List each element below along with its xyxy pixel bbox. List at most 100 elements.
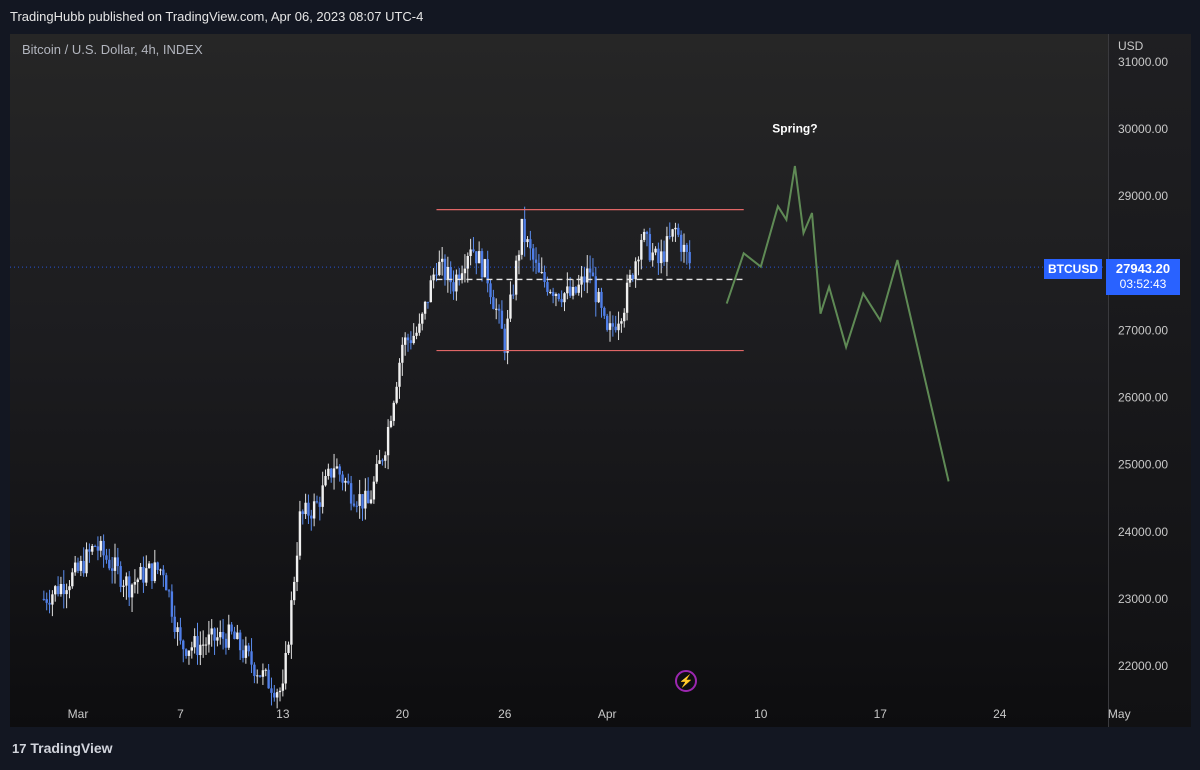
candle-body xyxy=(187,650,191,656)
candle-body xyxy=(82,560,85,574)
candle-body xyxy=(139,566,142,580)
candle-body xyxy=(147,563,151,569)
candle-body xyxy=(375,463,378,482)
candle-body xyxy=(68,586,71,591)
candle-body xyxy=(452,282,455,292)
candle-body xyxy=(443,258,447,280)
candle-body xyxy=(460,273,464,280)
candle-body xyxy=(588,268,592,273)
published-text: TradingHubb published on TradingView.com… xyxy=(10,9,424,24)
candle-body xyxy=(668,236,671,238)
candle-body xyxy=(182,640,185,650)
candle-body xyxy=(48,602,51,605)
candle-body xyxy=(116,557,120,567)
candle-body xyxy=(637,259,640,262)
candle-body xyxy=(219,631,222,638)
x-tick-label: 24 xyxy=(993,707,1007,721)
candle-body xyxy=(71,572,74,587)
candle-body xyxy=(384,455,387,461)
candle-body xyxy=(580,276,583,285)
candle-body xyxy=(654,248,657,253)
candle-body xyxy=(423,301,427,314)
candle-body xyxy=(221,631,225,639)
symbol-tag: BTCUSD xyxy=(1044,259,1102,279)
candle-body xyxy=(679,234,683,252)
candle-body xyxy=(196,636,199,656)
lightning-icon[interactable]: ⚡ xyxy=(675,670,697,692)
candle-body xyxy=(190,647,193,651)
candle-body xyxy=(540,272,543,274)
candle-body xyxy=(167,590,171,592)
candle-body xyxy=(62,584,65,595)
candle-body xyxy=(233,631,236,640)
candle-body xyxy=(651,252,654,261)
candle-body xyxy=(671,229,674,237)
candle-body xyxy=(608,323,612,330)
candle-body xyxy=(483,259,487,278)
candle-body xyxy=(685,244,689,253)
candle-body xyxy=(364,490,367,509)
candle-body xyxy=(583,276,586,283)
candle-body xyxy=(295,555,299,582)
candle-body xyxy=(660,251,663,264)
x-tick-label: May xyxy=(1108,707,1131,721)
candle-body xyxy=(159,569,162,571)
candle-body xyxy=(392,402,395,421)
price-axis[interactable] xyxy=(1108,34,1191,727)
candle-body xyxy=(475,251,478,264)
x-tick-label: 10 xyxy=(754,707,768,721)
candle-body xyxy=(398,362,401,387)
candle-body xyxy=(162,569,165,576)
candle-body xyxy=(514,260,518,295)
candle-body xyxy=(386,426,390,456)
candle-body xyxy=(133,582,137,585)
footer-bar xyxy=(0,727,1200,770)
candle-body xyxy=(509,294,512,319)
brand-name: TradingView xyxy=(30,740,113,756)
candle-body xyxy=(125,576,128,586)
candle-body xyxy=(631,274,634,280)
candle-body xyxy=(256,675,259,677)
candle-body xyxy=(99,540,102,551)
candle-body xyxy=(657,248,660,264)
y-tick-label: 22000.00 xyxy=(1118,659,1168,673)
candle-body xyxy=(349,483,353,504)
candle-body xyxy=(645,231,649,235)
candle-body xyxy=(238,632,242,651)
chart-area[interactable] xyxy=(10,34,1118,727)
candle-body xyxy=(273,692,276,698)
candle-body xyxy=(193,636,196,648)
candle-body xyxy=(466,255,469,269)
candle-body xyxy=(395,386,398,403)
candle-body xyxy=(56,586,60,595)
candle-body xyxy=(51,594,54,605)
candle-body xyxy=(489,283,492,298)
candle-body xyxy=(105,555,108,560)
y-tick-label: 31000.00 xyxy=(1118,55,1168,69)
candle-body xyxy=(76,562,80,571)
candle-body xyxy=(500,310,504,329)
candle-body xyxy=(603,307,606,316)
candle-body xyxy=(469,249,472,256)
candle-body xyxy=(662,251,666,262)
candle-body xyxy=(586,268,589,283)
candle-body xyxy=(54,586,57,595)
candle-body xyxy=(338,466,341,475)
candle-body xyxy=(537,262,541,273)
candle-body xyxy=(275,692,279,698)
candle-body xyxy=(179,627,182,641)
candle-body xyxy=(543,272,546,282)
candle-body xyxy=(344,480,347,483)
candle-body xyxy=(216,637,219,641)
tradingview-logo[interactable]: 17 TradingView xyxy=(12,740,113,756)
candle-body xyxy=(332,468,336,478)
candle-body xyxy=(173,616,176,633)
symbol-title: Bitcoin / U.S. Dollar, 4h, INDEX xyxy=(22,42,203,57)
candle-body xyxy=(594,276,597,303)
candle-body xyxy=(551,291,555,296)
candle-body xyxy=(549,291,552,293)
candle-body xyxy=(623,312,626,322)
candle-body xyxy=(153,562,157,582)
candle-body xyxy=(472,249,475,252)
